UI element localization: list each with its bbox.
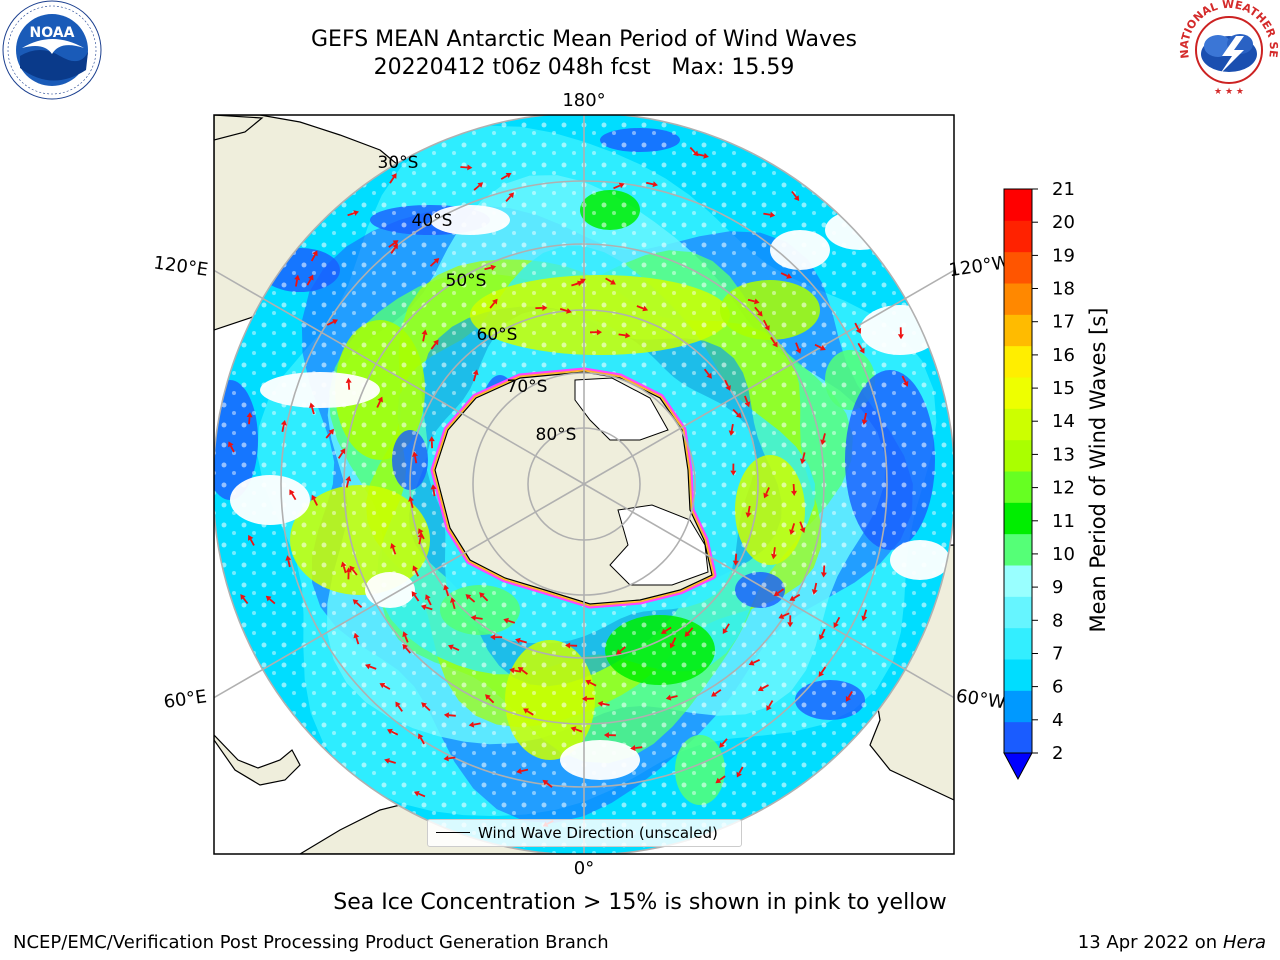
colorbar-swatch	[1004, 533, 1032, 566]
lon-label-0: 0°	[574, 858, 594, 879]
colorbar-swatch	[1004, 627, 1032, 660]
africa	[214, 734, 301, 786]
colorbar-swatch	[1004, 283, 1032, 315]
svg-text:★ ★ ★: ★ ★ ★	[1214, 87, 1244, 97]
footer-host: Hera	[1222, 932, 1266, 953]
map-legend: Wind Wave Direction (unscaled)	[427, 819, 742, 847]
footer-date: 13 Apr 2022 on Hera	[1078, 932, 1266, 953]
antarctic-tip-island	[214, 115, 264, 141]
colorbar-tick-label: 15	[1052, 378, 1075, 399]
colorbar-swatch	[1004, 439, 1032, 472]
antarctic-map	[214, 115, 954, 854]
colorbar-tick-label: 10	[1052, 544, 1075, 565]
colorbar-tick-label: 19	[1052, 245, 1075, 266]
lat-label-80s: 80°S	[536, 425, 577, 445]
colorbar-tick-label: 13	[1052, 444, 1075, 465]
lat-label-60s: 60°S	[477, 325, 518, 345]
colorbar-tick-label: 11	[1052, 511, 1075, 532]
colorbar-swatch	[1004, 377, 1032, 409]
colorbar-tick-label: 20	[1052, 212, 1075, 233]
lat-label-30s: 30°S	[378, 153, 419, 173]
lon-label-60e: 60°E	[162, 686, 208, 713]
legend-line-sample	[436, 832, 470, 833]
lon-label-60w: 60°W	[955, 686, 1007, 714]
lon-label-120w: 120°W	[947, 252, 1011, 281]
colorbar-swatch	[1004, 565, 1032, 597]
graticule-lines	[214, 115, 954, 854]
footer-date-text: 13 Apr 2022 on	[1077, 932, 1223, 953]
lat-label-70s: 70°S	[507, 377, 548, 397]
colorbar-tick-label: 8	[1052, 610, 1063, 631]
wind-wave-direction-arrows	[228, 146, 909, 827]
antarctica-landmass	[430, 367, 717, 609]
colorbar-swatch	[1004, 721, 1032, 754]
colorbar-title: Mean Period of Wind Waves [s]	[1086, 308, 1110, 633]
lon-label-120e: 120°E	[152, 252, 209, 280]
colorbar-under-arrow	[1003, 752, 1033, 781]
colorbar-swatch	[1004, 471, 1032, 503]
svg-text:NOAA: NOAA	[30, 25, 75, 41]
colorbar-tick-label: 18	[1052, 279, 1075, 300]
colorbar-tick-label: 7	[1052, 644, 1063, 665]
colorbar-swatch	[1004, 596, 1032, 629]
colorbar-tick-label: 6	[1052, 677, 1063, 698]
legend-label: Wind Wave Direction (unscaled)	[478, 824, 718, 842]
lon-label-180: 180°	[562, 90, 605, 111]
colorbar-tick-label: 21	[1052, 179, 1075, 200]
colorbar-swatch	[1004, 220, 1032, 253]
figure-title: GEFS MEAN Antarctic Mean Period of Wind …	[311, 27, 857, 52]
colorbar-swatch	[1004, 345, 1032, 378]
colorbar-tick-label: 17	[1052, 312, 1075, 333]
colorbar-tick-label: 14	[1052, 411, 1075, 432]
colorbar-swatch	[1004, 189, 1032, 221]
colorbar-swatch	[1004, 408, 1032, 441]
map-frame	[213, 114, 955, 855]
colorbar-swatch	[1004, 690, 1032, 723]
colorbar: 2 4 6 7 8 9 10 11 12 13 14 15 16 17 18 19 20 21	[1003, 179, 1075, 781]
colorbar-swatch	[1004, 314, 1032, 347]
colorbar-tick-label: 12	[1052, 478, 1075, 499]
colorbar-tick-label: 9	[1052, 577, 1063, 598]
sea-ice-caption: Sea Ice Concentration > 15% is shown in …	[333, 890, 947, 915]
colorbar-tick-label: 16	[1052, 345, 1075, 366]
colorbar-swatch	[1004, 251, 1032, 284]
footer-producer: NCEP/EMC/Verification Post Processing Pr…	[13, 932, 609, 953]
colorbar-tick-label: 2	[1052, 743, 1063, 764]
noaa-logo: NOAA	[2, 0, 102, 100]
forecast-subtitle: 20220412 t06z 048h fcst Max: 15.59	[373, 55, 795, 80]
colorbar-swatch	[1004, 659, 1032, 691]
lat-label-40s: 40°S	[412, 211, 453, 231]
lat-label-50s: 50°S	[446, 271, 487, 291]
colorbar-swatch	[1004, 502, 1032, 535]
colorbar-tick-label: 4	[1052, 710, 1063, 731]
